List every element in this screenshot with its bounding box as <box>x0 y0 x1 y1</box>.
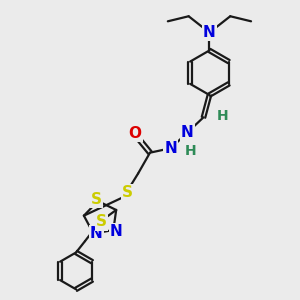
Text: O: O <box>129 126 142 141</box>
Text: N: N <box>110 224 123 239</box>
Text: S: S <box>91 192 102 207</box>
Text: N: N <box>203 25 216 40</box>
Text: H: H <box>184 144 196 158</box>
Text: S: S <box>96 214 107 230</box>
Text: N: N <box>164 141 177 156</box>
Text: H: H <box>217 109 229 123</box>
Text: N: N <box>181 125 194 140</box>
Text: S: S <box>122 185 133 200</box>
Text: N: N <box>90 226 103 241</box>
